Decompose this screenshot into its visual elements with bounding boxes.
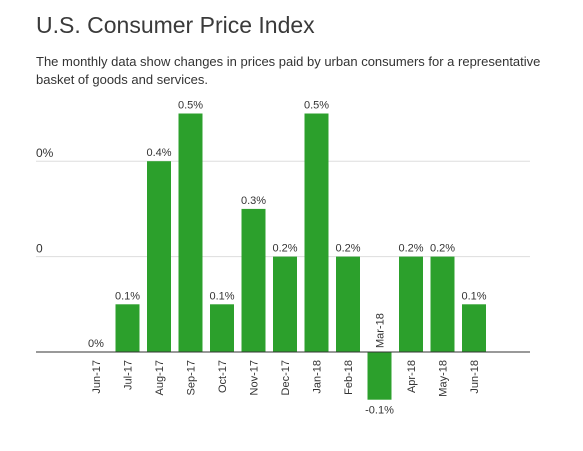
bar-may-18: [430, 256, 455, 352]
y-axis-label: 0: [36, 242, 43, 256]
x-tick-label: Dec-17: [280, 360, 292, 395]
value-label: 0.2%: [430, 243, 455, 255]
bar-jul-17: [115, 304, 140, 352]
value-label: 0%: [88, 338, 104, 350]
bar-dec-17: [273, 256, 297, 352]
value-label: 0.5%: [178, 100, 203, 112]
x-tick-label: Jun-17: [91, 360, 103, 394]
bar-oct-17: [210, 304, 234, 352]
value-label: 0.3%: [241, 195, 266, 207]
bar-mar-18: [367, 352, 392, 400]
x-tick-label: Nov-17: [249, 360, 261, 395]
value-label: 0.5%: [304, 100, 329, 112]
bar-feb-18: [336, 256, 360, 352]
chart-subtitle: The monthly data show changes in prices …: [36, 54, 541, 87]
value-label: 0.2%: [272, 243, 297, 255]
x-tick-label: Oct-17: [217, 360, 229, 393]
x-tick-label: Feb-18: [343, 360, 355, 395]
y-axis-label: 0%: [36, 146, 54, 160]
value-label: 0.1%: [209, 290, 234, 302]
x-tick-label: May-18: [438, 360, 450, 397]
bar-jun-18: [462, 304, 486, 352]
chart-title: U.S. Consumer Price Index: [36, 12, 315, 38]
x-tick-label: Jan-18: [312, 360, 324, 394]
x-tick-label: Jun-18: [469, 360, 481, 394]
bar-apr-18: [399, 256, 423, 352]
bar-jan-18: [304, 113, 329, 352]
value-label: 0.2%: [398, 243, 423, 255]
bar-aug-17: [147, 161, 171, 352]
bar-nov-17: [241, 208, 266, 352]
value-label: 0.1%: [115, 290, 140, 302]
value-label: 0.1%: [461, 290, 486, 302]
x-tick-label: Jul-17: [123, 360, 135, 390]
x-tick-label: Apr-18: [406, 360, 418, 393]
x-tick-label: Aug-17: [154, 360, 166, 395]
x-tick-label: Mar-18: [375, 313, 387, 348]
value-label: 0.2%: [335, 243, 360, 255]
x-tick-label: Sep-17: [186, 360, 198, 395]
value-label: -0.1%: [365, 405, 394, 417]
bar-sep-17: [178, 113, 203, 352]
value-label: 0.4%: [146, 147, 171, 159]
